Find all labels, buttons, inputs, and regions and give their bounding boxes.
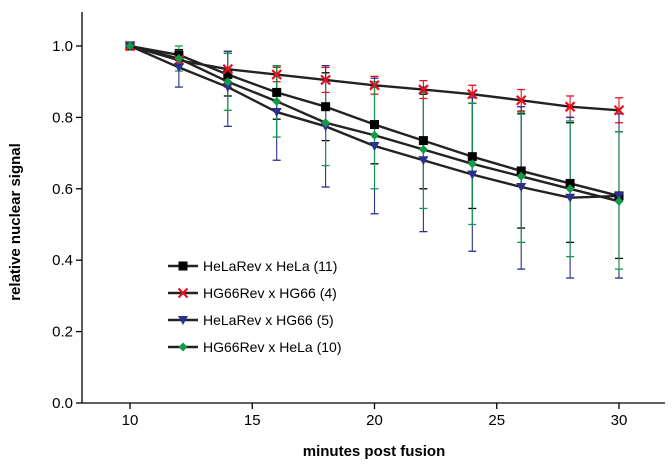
data-point	[418, 156, 429, 166]
data-point	[516, 166, 526, 176]
data-point	[223, 70, 233, 80]
data-point	[418, 145, 428, 155]
y-tick-label: 0.2	[52, 324, 73, 341]
y-tick-label: 0.0	[52, 395, 73, 412]
legend-marker	[177, 287, 189, 299]
x-tick-label: 10	[122, 412, 139, 429]
data-point	[174, 53, 184, 63]
data-point	[614, 191, 624, 201]
data-point	[467, 152, 477, 162]
data-point	[370, 120, 379, 130]
data-point	[565, 193, 576, 203]
legend-marker	[178, 342, 188, 352]
axes: 0.0 0.2 0.4 0.6 0.8 1.0 10 15 20 25 30	[52, 12, 665, 429]
legend: HeLaRev x HeLa (11) HG66Rev x HG66 (4) HeL…	[168, 258, 342, 355]
data-point	[515, 94, 527, 106]
data-point	[565, 184, 575, 194]
data-point	[321, 118, 331, 128]
data-point	[369, 141, 380, 151]
y-tick-label: 0.4	[52, 252, 73, 269]
data-point	[271, 108, 282, 118]
data-point	[223, 77, 233, 87]
data-point	[369, 79, 380, 91]
data-point	[272, 87, 282, 97]
y-axis-title: relative nuclear signal	[7, 143, 24, 301]
series-markers	[124, 40, 625, 206]
x-tick-label: 30	[611, 412, 628, 429]
data-point	[370, 130, 379, 140]
x-tick-label: 15	[244, 412, 261, 429]
legend-label: HG66Rev x HeLa (10)	[203, 339, 342, 355]
data-point	[613, 104, 625, 116]
data-point	[467, 170, 478, 180]
x-axis-title: minutes post fusion	[303, 443, 446, 460]
legend-label: HeLaRev x HeLa (11)	[203, 258, 337, 274]
y-tick-label: 0.8	[52, 109, 73, 126]
data-point	[467, 159, 477, 169]
data-point	[516, 171, 526, 181]
legend-label: HeLaRev x HG66 (5)	[203, 312, 334, 328]
data-point	[320, 74, 331, 86]
data-point	[321, 102, 331, 112]
data-point	[418, 84, 429, 95]
data-point	[222, 63, 234, 75]
data-point	[272, 96, 282, 106]
data-point	[467, 88, 478, 100]
x-tick-label: 20	[366, 412, 383, 429]
data-point	[125, 41, 135, 51]
legend-label: HG66Rev x HG66 (4)	[203, 285, 337, 301]
legend-marker	[178, 316, 188, 325]
data-point	[614, 196, 624, 206]
x-tick-label: 25	[488, 412, 505, 429]
data-point	[222, 83, 233, 93]
data-point	[516, 183, 527, 193]
data-point	[418, 136, 428, 146]
data-point	[565, 178, 575, 188]
data-point	[173, 63, 184, 73]
legend-marker	[178, 261, 188, 271]
data-point	[564, 101, 576, 112]
data-point	[271, 69, 282, 80]
y-tick-label: 1.0	[52, 38, 73, 55]
y-tick-label: 0.6	[52, 181, 73, 198]
